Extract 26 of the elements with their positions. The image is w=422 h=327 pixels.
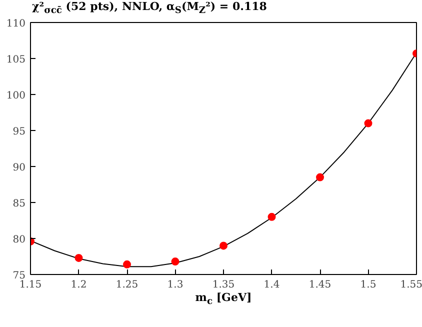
- x-tick-label: 1.25: [116, 280, 138, 290]
- chart-title: χ²$_{σcc̄}$ (52 pts), NNLO, α$_{S}$(M$_{Z}$²) = 0.118: [32, 0, 267, 18]
- x-tick-label: 1.5: [360, 280, 376, 290]
- point: [316, 173, 324, 182]
- point: [220, 242, 228, 250]
- y-tick-label: 80: [12, 234, 26, 246]
- y-tick-label: 85: [12, 198, 26, 210]
- x-tick-label: 1.3: [167, 280, 184, 290]
- x-tick-label: 1.45: [308, 280, 332, 290]
- y-tick-label: 95: [12, 126, 26, 138]
- y-tick-label: 90: [12, 162, 26, 174]
- point: [171, 258, 180, 266]
- y-tick-label: 100: [6, 90, 26, 102]
- x-tick-label: 1.4: [264, 280, 280, 290]
- point: [123, 260, 131, 268]
- point: [364, 119, 372, 128]
- x-tick-label: 1.15: [19, 280, 42, 290]
- point: [74, 254, 83, 262]
- x-tick-label: 1.55: [400, 280, 422, 290]
- y-tick-label: 105: [6, 54, 26, 66]
- x-tick-label: 1.2: [70, 280, 87, 290]
- y-tick-label: 75: [12, 270, 26, 282]
- point: [268, 212, 276, 221]
- x-tick-label: 1.35: [212, 280, 235, 290]
- x-axis-title: m$_{c}$ [GeV]: [195, 290, 252, 308]
- y-tick-label: 110: [6, 18, 26, 30]
